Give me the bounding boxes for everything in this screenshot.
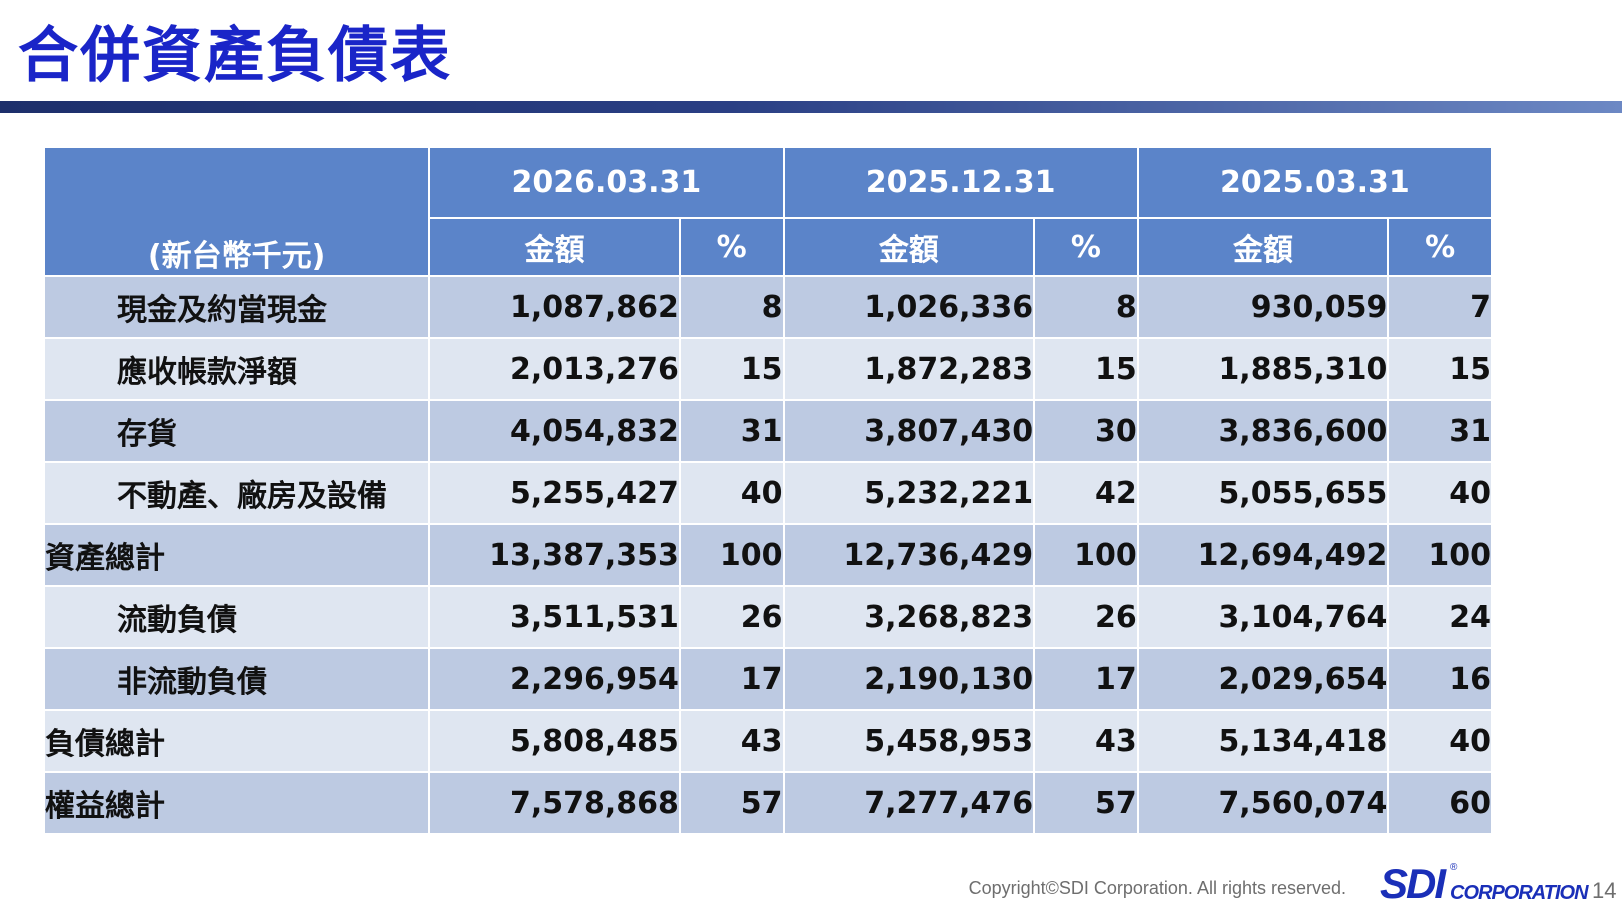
amount-cell: 1,872,283 (782, 337, 1036, 401)
amount-cell: 1,087,862 (428, 275, 681, 339)
pct-header: % (678, 217, 785, 277)
amount-header: 金額 (428, 217, 681, 277)
amount-cell: 5,055,655 (1136, 461, 1390, 525)
pct-cell: 15 (1033, 337, 1139, 401)
pct-cell: 16 (1387, 647, 1493, 711)
amount-cell: 2,296,954 (428, 647, 681, 711)
pct-cell: 30 (1033, 399, 1139, 463)
pct-cell: 15 (1387, 337, 1493, 401)
pct-cell: 100 (1387, 523, 1493, 587)
pct-cell: 7 (1387, 275, 1493, 339)
registered-mark: ® (1450, 862, 1458, 873)
amount-header: 金額 (1136, 217, 1390, 277)
company-logo: SDI ® CORPORATION (1380, 860, 1589, 908)
pct-cell: 43 (678, 709, 785, 773)
row-label: 負債總計 (42, 709, 431, 773)
amount-cell: 5,134,418 (1136, 709, 1390, 773)
row-label: 應收帳款淨額 (42, 337, 431, 401)
amount-header: 金額 (782, 217, 1036, 277)
row-label: 不動產、廠房及設備 (42, 461, 431, 525)
balance-sheet-table: (新台幣千元) 2026.03.31 2025.12.31 2025.03.31… (42, 146, 1494, 835)
pct-cell: 40 (678, 461, 785, 525)
amount-cell: 12,736,429 (782, 523, 1036, 587)
copyright-text: Copyright©SDI Corporation. All rights re… (968, 878, 1346, 898)
row-label: 現金及約當現金 (42, 275, 431, 339)
amount-cell: 930,059 (1136, 275, 1390, 339)
amount-cell: 13,387,353 (428, 523, 681, 587)
table-row: 應收帳款淨額 2,013,276 15 1,872,283 15 1,885,3… (42, 337, 1493, 401)
page-number: 14 (1592, 878, 1617, 903)
amount-cell: 3,511,531 (428, 585, 681, 649)
pct-cell: 26 (1033, 585, 1139, 649)
amount-cell: 3,807,430 (782, 399, 1036, 463)
amount-cell: 2,013,276 (428, 337, 681, 401)
amount-cell: 2,029,654 (1136, 647, 1390, 711)
row-label: 流動負債 (42, 585, 431, 649)
pct-cell: 57 (678, 771, 785, 835)
amount-cell: 5,808,485 (428, 709, 681, 773)
pct-cell: 57 (1033, 771, 1139, 835)
table-row: 不動產、廠房及設備 5,255,427 40 5,232,221 42 5,05… (42, 461, 1493, 525)
page-title: 合併資產負債表 (18, 21, 452, 91)
unit-label: (新台幣千元) (42, 146, 431, 277)
pct-cell: 31 (1387, 399, 1493, 463)
table-row: 現金及約當現金 1,087,862 8 1,026,336 8 930,059 … (42, 275, 1493, 339)
row-label: 存貨 (42, 399, 431, 463)
row-label: 權益總計 (42, 771, 431, 835)
period-header-2: 2025.12.31 (782, 146, 1139, 219)
pct-cell: 15 (678, 337, 785, 401)
logo-sub-text: CORPORATION (1450, 882, 1589, 904)
table-row: 存貨 4,054,832 31 3,807,430 30 3,836,600 3… (42, 399, 1493, 463)
table-row-total: 權益總計 7,578,868 57 7,277,476 57 7,560,074… (42, 771, 1493, 835)
title-divider (0, 101, 1622, 113)
row-label: 資產總計 (42, 523, 431, 587)
pct-cell: 42 (1033, 461, 1139, 525)
pct-cell: 40 (1387, 461, 1493, 525)
amount-cell: 3,836,600 (1136, 399, 1390, 463)
pct-header: % (1387, 217, 1493, 277)
amount-cell: 3,104,764 (1136, 585, 1390, 649)
pct-cell: 40 (1387, 709, 1493, 773)
pct-cell: 100 (1033, 523, 1139, 587)
pct-cell: 26 (678, 585, 785, 649)
pct-cell: 100 (678, 523, 785, 587)
amount-cell: 5,232,221 (782, 461, 1036, 525)
period-header-1: 2026.03.31 (428, 146, 785, 219)
pct-header: % (1033, 217, 1139, 277)
row-label: 非流動負債 (42, 647, 431, 711)
amount-cell: 2,190,130 (782, 647, 1036, 711)
pct-cell: 60 (1387, 771, 1493, 835)
pct-cell: 17 (1033, 647, 1139, 711)
pct-cell: 43 (1033, 709, 1139, 773)
amount-cell: 12,694,492 (1136, 523, 1390, 587)
pct-cell: 24 (1387, 585, 1493, 649)
table-row: 非流動負債 2,296,954 17 2,190,130 17 2,029,65… (42, 647, 1493, 711)
pct-cell: 8 (678, 275, 785, 339)
amount-cell: 5,458,953 (782, 709, 1036, 773)
pct-cell: 8 (1033, 275, 1139, 339)
amount-cell: 7,277,476 (782, 771, 1036, 835)
pct-cell: 31 (678, 399, 785, 463)
amount-cell: 7,560,074 (1136, 771, 1390, 835)
amount-cell: 4,054,832 (428, 399, 681, 463)
pct-cell: 17 (678, 647, 785, 711)
amount-cell: 1,885,310 (1136, 337, 1390, 401)
amount-cell: 3,268,823 (782, 585, 1036, 649)
amount-cell: 1,026,336 (782, 275, 1036, 339)
amount-cell: 5,255,427 (428, 461, 681, 525)
table-row-total: 資產總計 13,387,353 100 12,736,429 100 12,69… (42, 523, 1493, 587)
amount-cell: 7,578,868 (428, 771, 681, 835)
period-header-3: 2025.03.31 (1136, 146, 1494, 219)
table-row-total: 負債總計 5,808,485 43 5,458,953 43 5,134,418… (42, 709, 1493, 773)
logo-main-text: SDI (1380, 860, 1446, 907)
table-row: 流動負債 3,511,531 26 3,268,823 26 3,104,764… (42, 585, 1493, 649)
